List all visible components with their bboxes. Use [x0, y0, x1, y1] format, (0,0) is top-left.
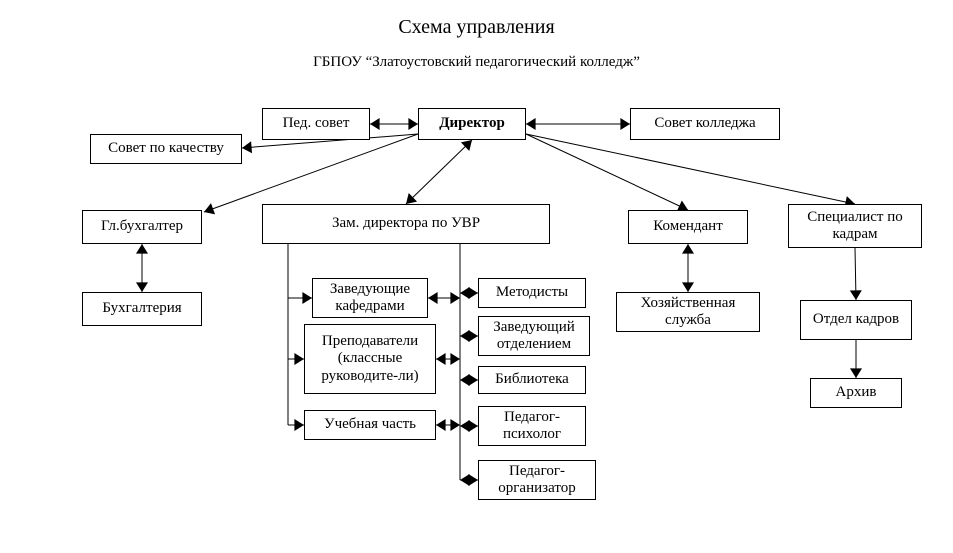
node-ped_psih: Педагог-психолог [478, 406, 586, 446]
node-biblioteka: Библиотека [478, 366, 586, 394]
page-title: Схема управления [0, 16, 953, 39]
node-sovet_kach: Совет по качеству [90, 134, 242, 164]
node-hoz: Хозяйственная служба [616, 292, 760, 332]
node-ped_sovet: Пед. совет [262, 108, 370, 140]
edges-layer [0, 0, 953, 553]
node-zav_otd: Заведующий отделением [478, 316, 590, 356]
node-otdel_kadr: Отдел кадров [800, 300, 912, 340]
node-komendant: Комендант [628, 210, 748, 244]
node-uch_chast: Учебная часть [304, 410, 436, 440]
node-sovet_koll: Совет колледжа [630, 108, 780, 140]
node-spec_kadr: Специалист по кадрам [788, 204, 922, 248]
node-prepod: Преподаватели (классные руководите-ли) [304, 324, 436, 394]
org-chart-canvas: Схема управления ГБПОУ “Златоустовский п… [0, 0, 953, 553]
node-metodisty: Методисты [478, 278, 586, 308]
node-director: Директор [418, 108, 526, 140]
node-gl_buh: Гл.бухгалтер [82, 210, 202, 244]
node-buh: Бухгалтерия [82, 292, 202, 326]
page-subtitle: ГБПОУ “Златоустовский педагогический кол… [0, 54, 953, 71]
node-zav_kaf: Заведующие кафедрами [312, 278, 428, 318]
node-arhiv: Архив [810, 378, 902, 408]
node-zam_uvr: Зам. директора по УВР [262, 204, 550, 244]
node-ped_org: Педагог-организатор [478, 460, 596, 500]
